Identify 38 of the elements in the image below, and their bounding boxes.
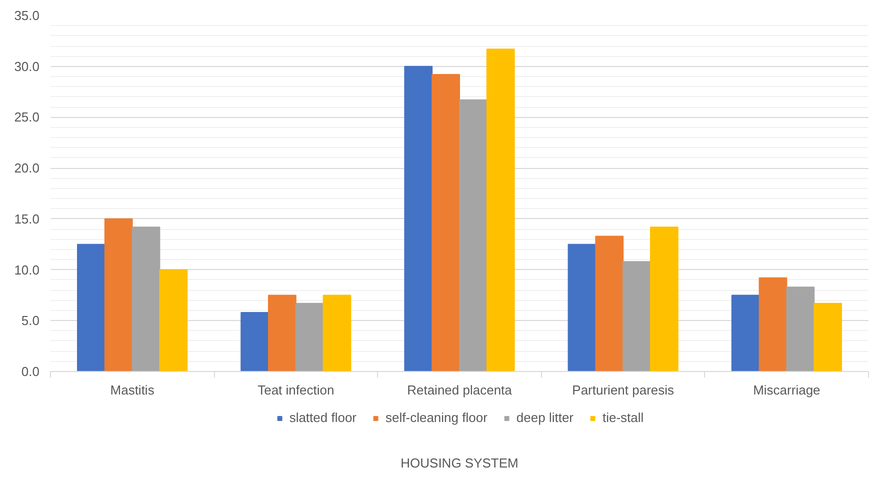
legend-label: tie-stall xyxy=(602,410,644,425)
legend-label: self-cleaning floor xyxy=(386,410,488,425)
bar xyxy=(622,261,652,372)
bar xyxy=(459,99,488,372)
y-tick-label: 5.0 xyxy=(21,313,40,328)
x-tick-label: Retained placenta xyxy=(407,382,513,398)
bar xyxy=(295,302,324,372)
bar xyxy=(595,236,624,372)
x-tick-label: Parturient paresis xyxy=(572,382,675,398)
y-tick-label: 35.0 xyxy=(14,8,40,23)
x-tick-label: Miscarriage xyxy=(753,382,820,398)
bar xyxy=(159,269,188,372)
bar xyxy=(322,294,352,372)
x-tick-label: Teat infection xyxy=(258,382,334,398)
bar xyxy=(432,74,460,372)
y-tick-label: 15.0 xyxy=(14,211,40,226)
bar xyxy=(758,277,788,372)
legend-label: deep litter xyxy=(516,410,574,425)
bar xyxy=(268,294,296,372)
bar xyxy=(132,226,160,372)
bar xyxy=(404,66,433,372)
bar xyxy=(486,48,515,372)
y-tick-label: 10.0 xyxy=(14,262,40,278)
bar xyxy=(786,286,815,372)
y-tick-label: 30.0 xyxy=(14,58,40,74)
legend-label: slatted floor xyxy=(289,410,357,425)
bar xyxy=(240,312,269,372)
bar xyxy=(731,294,760,372)
y-tick-label: 0.0 xyxy=(21,364,40,379)
y-tick-label: 20.0 xyxy=(14,160,40,176)
bar xyxy=(814,302,842,372)
y-tick-label: 25.0 xyxy=(14,110,40,125)
bar xyxy=(650,226,678,372)
bar xyxy=(568,244,596,372)
x-axis-title: HOUSING SYSTEM xyxy=(400,456,518,470)
bar xyxy=(104,218,133,372)
x-tick-label: Mastitis xyxy=(110,382,155,398)
bar xyxy=(76,244,106,372)
